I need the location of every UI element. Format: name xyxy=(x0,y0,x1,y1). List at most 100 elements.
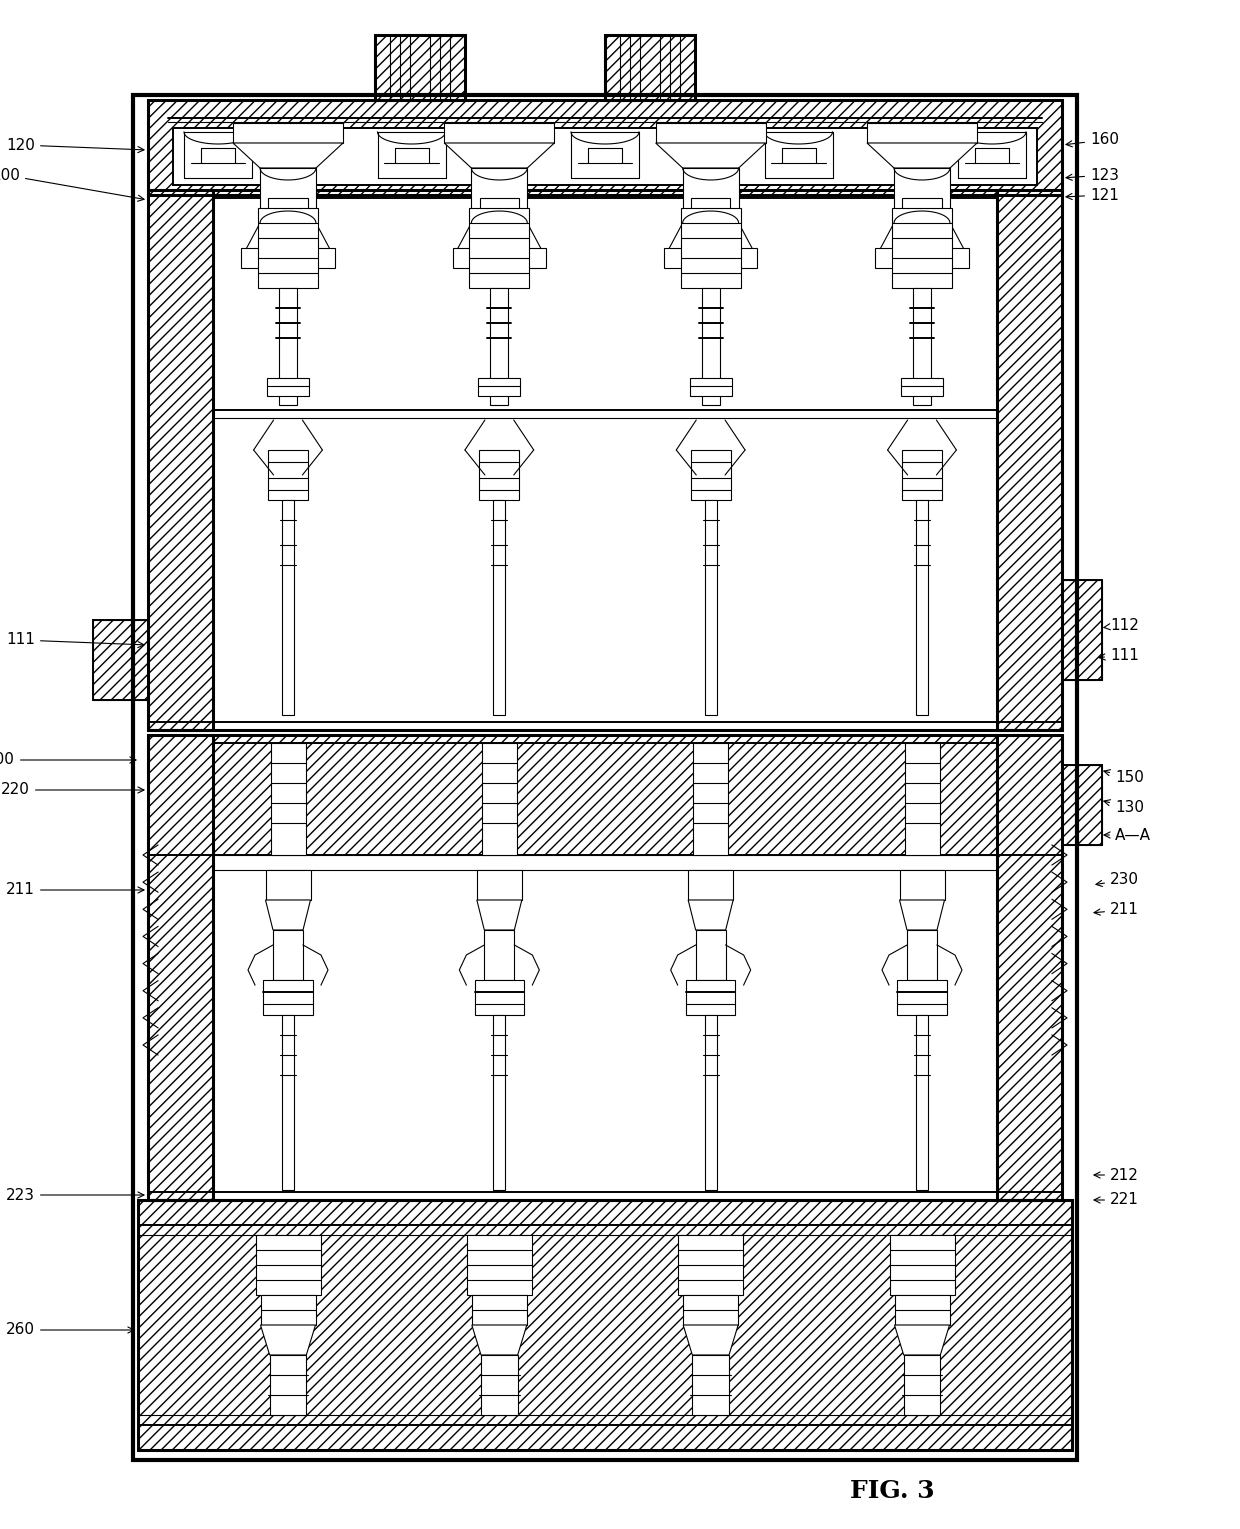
Polygon shape xyxy=(472,1326,527,1355)
Bar xyxy=(258,208,317,287)
Text: A—A: A—A xyxy=(1104,827,1151,842)
Bar xyxy=(663,248,758,268)
Text: 100: 100 xyxy=(0,168,144,202)
Text: 123: 123 xyxy=(1066,168,1118,182)
Text: 212: 212 xyxy=(1094,1168,1138,1182)
Text: 221: 221 xyxy=(1094,1193,1138,1208)
Bar xyxy=(480,450,520,500)
Bar xyxy=(1061,764,1102,846)
Bar xyxy=(255,1235,320,1295)
Bar xyxy=(281,1015,294,1190)
Text: 111: 111 xyxy=(1099,647,1138,662)
Bar xyxy=(696,930,725,980)
Bar xyxy=(683,1295,738,1326)
Polygon shape xyxy=(867,144,977,168)
Bar xyxy=(270,743,305,855)
Bar xyxy=(901,378,942,396)
Bar xyxy=(281,500,294,716)
Bar xyxy=(997,190,1061,729)
Bar xyxy=(485,930,515,980)
Polygon shape xyxy=(667,223,755,252)
Bar xyxy=(683,168,739,223)
Bar xyxy=(471,168,527,223)
Bar xyxy=(494,500,506,716)
Bar xyxy=(605,35,694,99)
Bar xyxy=(148,190,213,729)
Bar xyxy=(466,1235,532,1295)
Bar xyxy=(490,287,508,405)
Polygon shape xyxy=(233,144,343,168)
Bar xyxy=(892,208,952,287)
Bar xyxy=(702,287,719,405)
Bar xyxy=(678,1235,743,1295)
Bar xyxy=(148,99,1061,196)
Bar xyxy=(692,1355,729,1414)
Bar xyxy=(901,450,942,500)
Bar xyxy=(148,190,213,729)
Bar xyxy=(894,1295,950,1326)
Polygon shape xyxy=(899,901,945,930)
Bar xyxy=(693,743,728,855)
Bar xyxy=(374,35,465,99)
Polygon shape xyxy=(444,144,554,168)
Bar xyxy=(482,743,517,855)
Bar xyxy=(904,1355,940,1414)
Text: 200: 200 xyxy=(0,752,136,768)
Polygon shape xyxy=(455,223,543,252)
Bar xyxy=(913,287,931,405)
Text: 211: 211 xyxy=(1094,902,1138,917)
Polygon shape xyxy=(688,901,733,930)
Bar xyxy=(481,1355,517,1414)
Bar xyxy=(688,870,733,901)
Bar xyxy=(916,500,928,716)
Polygon shape xyxy=(260,1326,315,1355)
Text: 260: 260 xyxy=(6,1323,134,1338)
Text: 130: 130 xyxy=(1104,800,1145,815)
Bar xyxy=(656,122,765,144)
Bar xyxy=(93,619,148,700)
Bar xyxy=(997,735,1061,1200)
Text: FIG. 3: FIG. 3 xyxy=(851,1479,935,1503)
Bar xyxy=(133,95,1078,1460)
Bar xyxy=(374,35,465,99)
Bar xyxy=(269,1355,306,1414)
Polygon shape xyxy=(265,901,310,930)
Bar xyxy=(681,208,740,287)
Bar xyxy=(265,870,310,901)
Polygon shape xyxy=(244,223,332,252)
Bar xyxy=(480,197,518,268)
Bar xyxy=(268,197,308,268)
Bar xyxy=(916,1015,928,1190)
Bar xyxy=(469,208,529,287)
Polygon shape xyxy=(878,223,966,252)
Bar xyxy=(477,870,522,901)
Bar xyxy=(444,122,554,144)
Bar xyxy=(267,378,309,396)
Polygon shape xyxy=(894,1326,950,1355)
Bar xyxy=(479,378,521,396)
Bar xyxy=(268,450,308,500)
Bar xyxy=(148,735,213,1200)
Text: 160: 160 xyxy=(1066,133,1118,147)
Bar xyxy=(889,1235,955,1295)
Bar xyxy=(138,1200,1073,1449)
Bar xyxy=(875,248,968,268)
Text: 112: 112 xyxy=(1104,618,1138,633)
Bar xyxy=(494,1015,506,1190)
Bar xyxy=(686,980,735,1015)
Bar xyxy=(898,980,947,1015)
Bar xyxy=(1061,579,1102,680)
Bar xyxy=(148,99,1061,196)
Bar xyxy=(605,35,694,99)
Bar xyxy=(213,735,997,855)
Bar xyxy=(93,619,148,700)
Polygon shape xyxy=(683,1326,738,1355)
Bar xyxy=(689,378,732,396)
Bar xyxy=(279,287,298,405)
Bar xyxy=(260,168,316,223)
Bar xyxy=(475,980,525,1015)
Bar xyxy=(1061,579,1102,680)
Text: 230: 230 xyxy=(1096,873,1140,887)
Polygon shape xyxy=(656,144,765,168)
Bar xyxy=(997,190,1061,729)
